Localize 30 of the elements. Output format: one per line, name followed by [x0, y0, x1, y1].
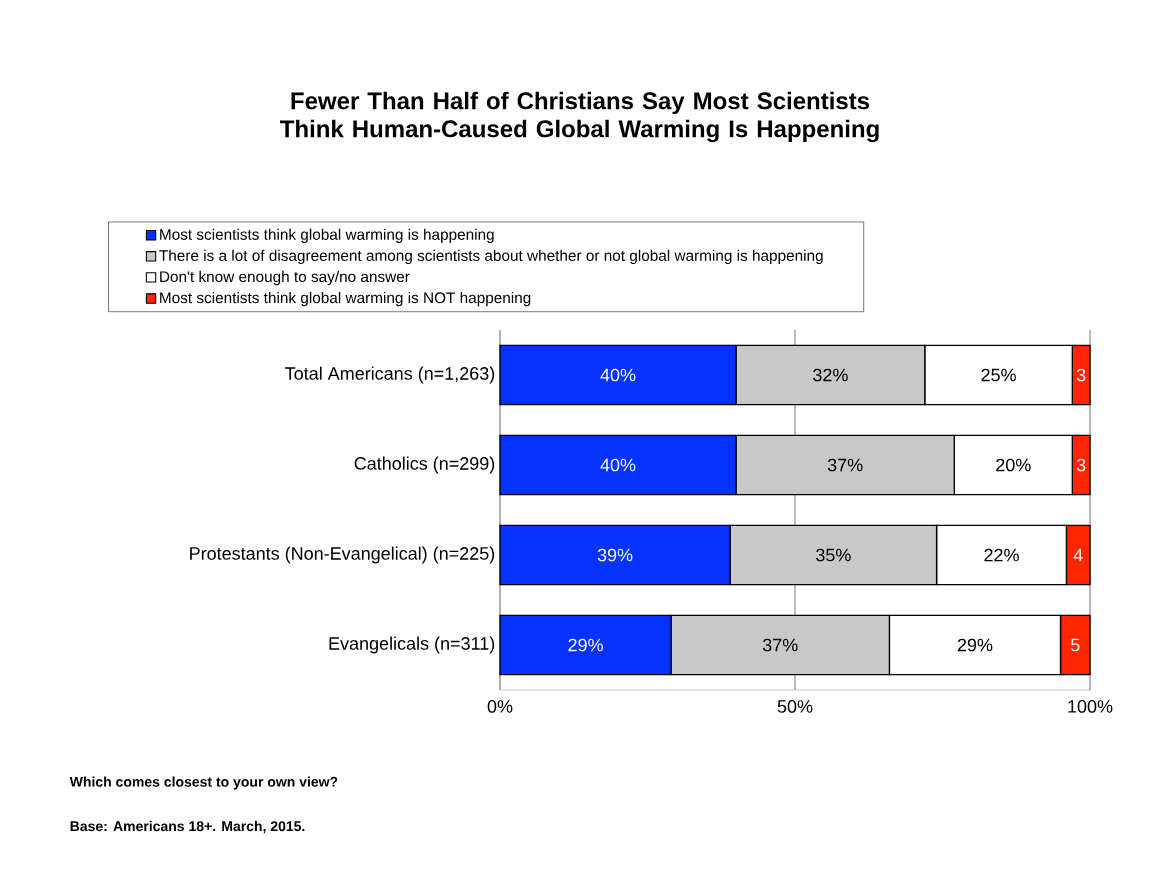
x-tick-label: 50% [777, 700, 813, 713]
legend-label: Don't know enough to say/no answer [160, 270, 410, 286]
data-label: 25% [981, 368, 1016, 382]
data-label: 29% [957, 638, 993, 652]
data-label: 39% [597, 548, 633, 562]
data-label: 4 [1073, 548, 1083, 562]
data-label: 22% [984, 548, 1019, 562]
data-label: 37% [762, 638, 798, 652]
legend-label: Most scientists think global warming is happening [160, 228, 494, 243]
y-tick-label: Catholics (n=299) [354, 456, 495, 474]
data-label: 40% [600, 458, 636, 472]
legend-label: Most scientists think global warming is NOT happening [160, 291, 531, 307]
y-tick-label: Protestants (Non-Evangelical) (n=225) [190, 546, 495, 564]
data-label: 37% [827, 458, 863, 472]
y-tick-label: Evangelicals (n=311) [329, 636, 495, 654]
data-label: 29% [568, 638, 603, 652]
data-label: 35% [816, 548, 851, 562]
x-tick-label: 0% [487, 700, 513, 713]
y-tick-label: Total Americans (n=1,263) [285, 366, 495, 384]
text: Which comes closest to your own view? [69, 776, 338, 790]
text: Base: Americans 18+. March, 2015. [70, 820, 305, 834]
chart-title: Fewer Than Half of Christians Say Most Scientists Think Human-Caused Global Warming Is Happening [280, 91, 879, 143]
data-label: 40% [600, 368, 636, 382]
legend-label: There is a lot of disagreement among scientists about whether or not global warming is happening [159, 249, 823, 265]
data-label: 5 [1070, 638, 1080, 652]
x-tick-label: 100% [1068, 700, 1113, 713]
data-label: 20% [996, 458, 1031, 472]
data-label: 3 [1076, 458, 1086, 472]
data-label: 3 [1076, 368, 1086, 382]
data-label: 32% [813, 368, 848, 382]
